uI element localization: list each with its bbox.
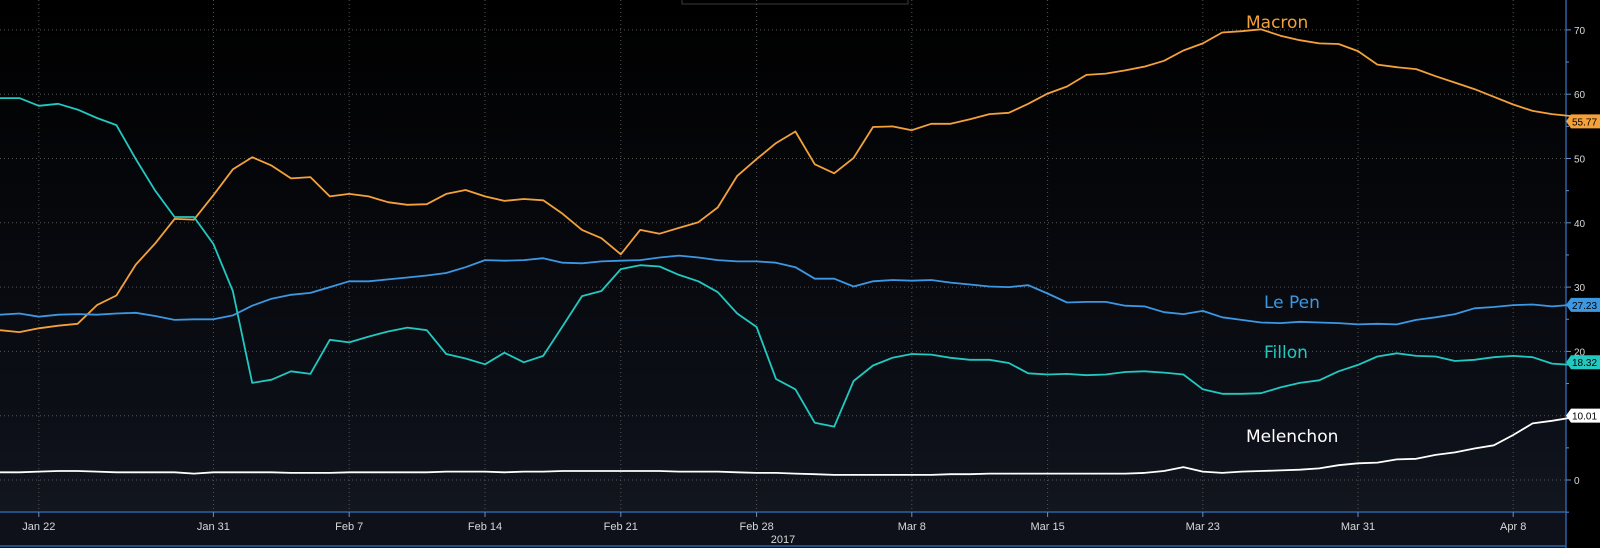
series-line-melenchon <box>0 414 1600 476</box>
series-line-fillon <box>0 97 1600 428</box>
badge-value-le-pen: 27.23 <box>1572 301 1597 312</box>
y-tick-30: 30 <box>1574 283 1586 294</box>
x-tick-feb-21: Feb 21 <box>604 521 638 533</box>
series-line-macron <box>0 28 1600 333</box>
badge-melenchon <box>1566 408 1600 423</box>
series-label-fillon: Fillon <box>1264 343 1308 363</box>
y-tick-60: 60 <box>1574 90 1586 101</box>
vertical-gridlines <box>38 0 1514 512</box>
series-label-macron: Macron <box>1246 13 1308 33</box>
badge-le-pen <box>1566 297 1600 312</box>
series-label-le-pen: Le Pen <box>1264 293 1320 313</box>
y-tick-20: 20 <box>1574 347 1586 358</box>
x-tick-mar-23: Mar 23 <box>1186 521 1220 533</box>
x-axis-band <box>0 512 1566 548</box>
last-value-badges: 55.77 27.23 18.32 10.01 <box>1566 114 1600 423</box>
x-tick-mar-15: Mar 15 <box>1030 521 1064 533</box>
y-tick-40: 40 <box>1574 219 1586 230</box>
series-label-melenchon: Melenchon <box>1246 427 1338 447</box>
x-tick-mar-31: Mar 31 <box>1341 521 1375 533</box>
y-tick-70: 70 <box>1574 26 1586 37</box>
x-tick-labels: Jan 22 Jan 31 Feb 7 Feb 14 Feb 21 Feb 28 Mar 8… <box>22 512 1526 533</box>
y-tick-50: 50 <box>1574 155 1586 166</box>
badge-value-fillon: 18.32 <box>1572 358 1597 369</box>
plot-background <box>0 0 1566 512</box>
series-lines <box>0 28 1600 476</box>
x-tick-feb-28: Feb 28 <box>739 521 773 533</box>
x-tick-jan-22: Jan 22 <box>22 521 55 533</box>
badge-value-melenchon: 10.01 <box>1572 412 1597 423</box>
horizontal-gridlines <box>0 29 1566 481</box>
y-tick-0: 0 <box>1574 476 1580 487</box>
x-tick-jan-31: Jan 31 <box>197 521 230 533</box>
x-tick-mar-8: Mar 8 <box>898 521 926 533</box>
year-label: 2017 <box>771 534 795 546</box>
x-tick-feb-14: Feb 14 <box>468 521 502 533</box>
x-tick-apr-8: Apr 8 <box>1500 521 1526 533</box>
series-labels: Macron Le Pen Fillon Melenchon <box>1246 13 1338 447</box>
y-axis-band <box>1566 0 1600 548</box>
x-tick-feb-7: Feb 7 <box>335 521 363 533</box>
badge-fillon <box>1566 355 1600 370</box>
badge-macron <box>1566 114 1600 129</box>
top-box <box>681 0 909 5</box>
badge-value-macron: 55.77 <box>1572 117 1597 128</box>
series-line-le-pen <box>0 254 1600 326</box>
